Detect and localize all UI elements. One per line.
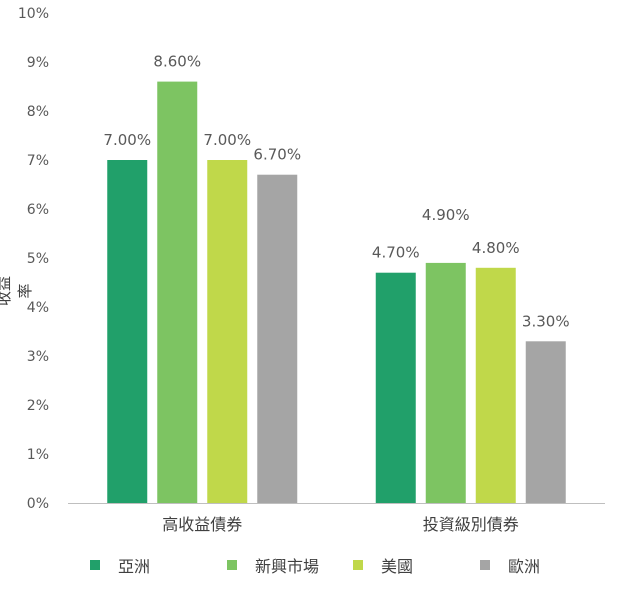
- legend-label-emerging: 新興市場: [255, 557, 320, 576]
- y-tick-label: 3%: [27, 349, 49, 365]
- legend-item-us: 美國: [353, 553, 413, 577]
- y-tick-label: 7%: [27, 153, 49, 169]
- legend-label-europe: 歐洲: [508, 557, 541, 576]
- y-tick-label: 1%: [27, 447, 49, 463]
- data-label: 4.70%: [372, 244, 420, 262]
- legend-label-asia: 亞洲: [118, 557, 151, 576]
- legend-swatch-asia: [90, 560, 100, 570]
- y-tick-label: 0%: [27, 496, 49, 512]
- y-tick-label: 5%: [27, 251, 49, 267]
- bar: [425, 262, 466, 503]
- data-label: 7.00%: [103, 131, 151, 149]
- y-tick-label: 6%: [27, 202, 49, 218]
- legend-swatch-europe: [480, 560, 490, 570]
- legend-item-europe: 歐洲: [480, 553, 540, 577]
- legend-label-us: 美國: [381, 557, 414, 576]
- y-tick-label: 4%: [27, 300, 49, 316]
- data-label: 7.00%: [203, 131, 251, 149]
- legend-swatch-us: [353, 560, 363, 570]
- y-tick-label: 2%: [27, 398, 49, 414]
- bar: [257, 174, 298, 503]
- x-category-label: 投資級別債券: [423, 515, 519, 534]
- bar: [157, 81, 198, 503]
- data-label: 6.70%: [253, 146, 301, 164]
- y-tick-label: 8%: [27, 104, 49, 120]
- x-category-label: 高收益債券: [162, 515, 242, 534]
- y-tick-label: 10%: [18, 6, 49, 22]
- y-axis-label: 收益率: [0, 276, 34, 307]
- data-label: 8.60%: [153, 53, 201, 71]
- bar: [525, 341, 566, 503]
- data-label: 4.80%: [472, 239, 520, 257]
- bar: [207, 160, 248, 503]
- bar: [107, 160, 148, 503]
- y-tick-label: 9%: [27, 55, 49, 71]
- data-label: 3.30%: [522, 312, 570, 330]
- legend-item-emerging: 新興市場: [227, 553, 319, 577]
- bar: [375, 272, 416, 503]
- bar: [475, 267, 516, 503]
- legend: 亞洲 新興市場 美國 歐洲: [0, 553, 619, 577]
- legend-item-asia: 亞洲: [90, 553, 150, 577]
- legend-swatch-emerging: [227, 560, 237, 570]
- data-label: 4.90%: [422, 206, 470, 224]
